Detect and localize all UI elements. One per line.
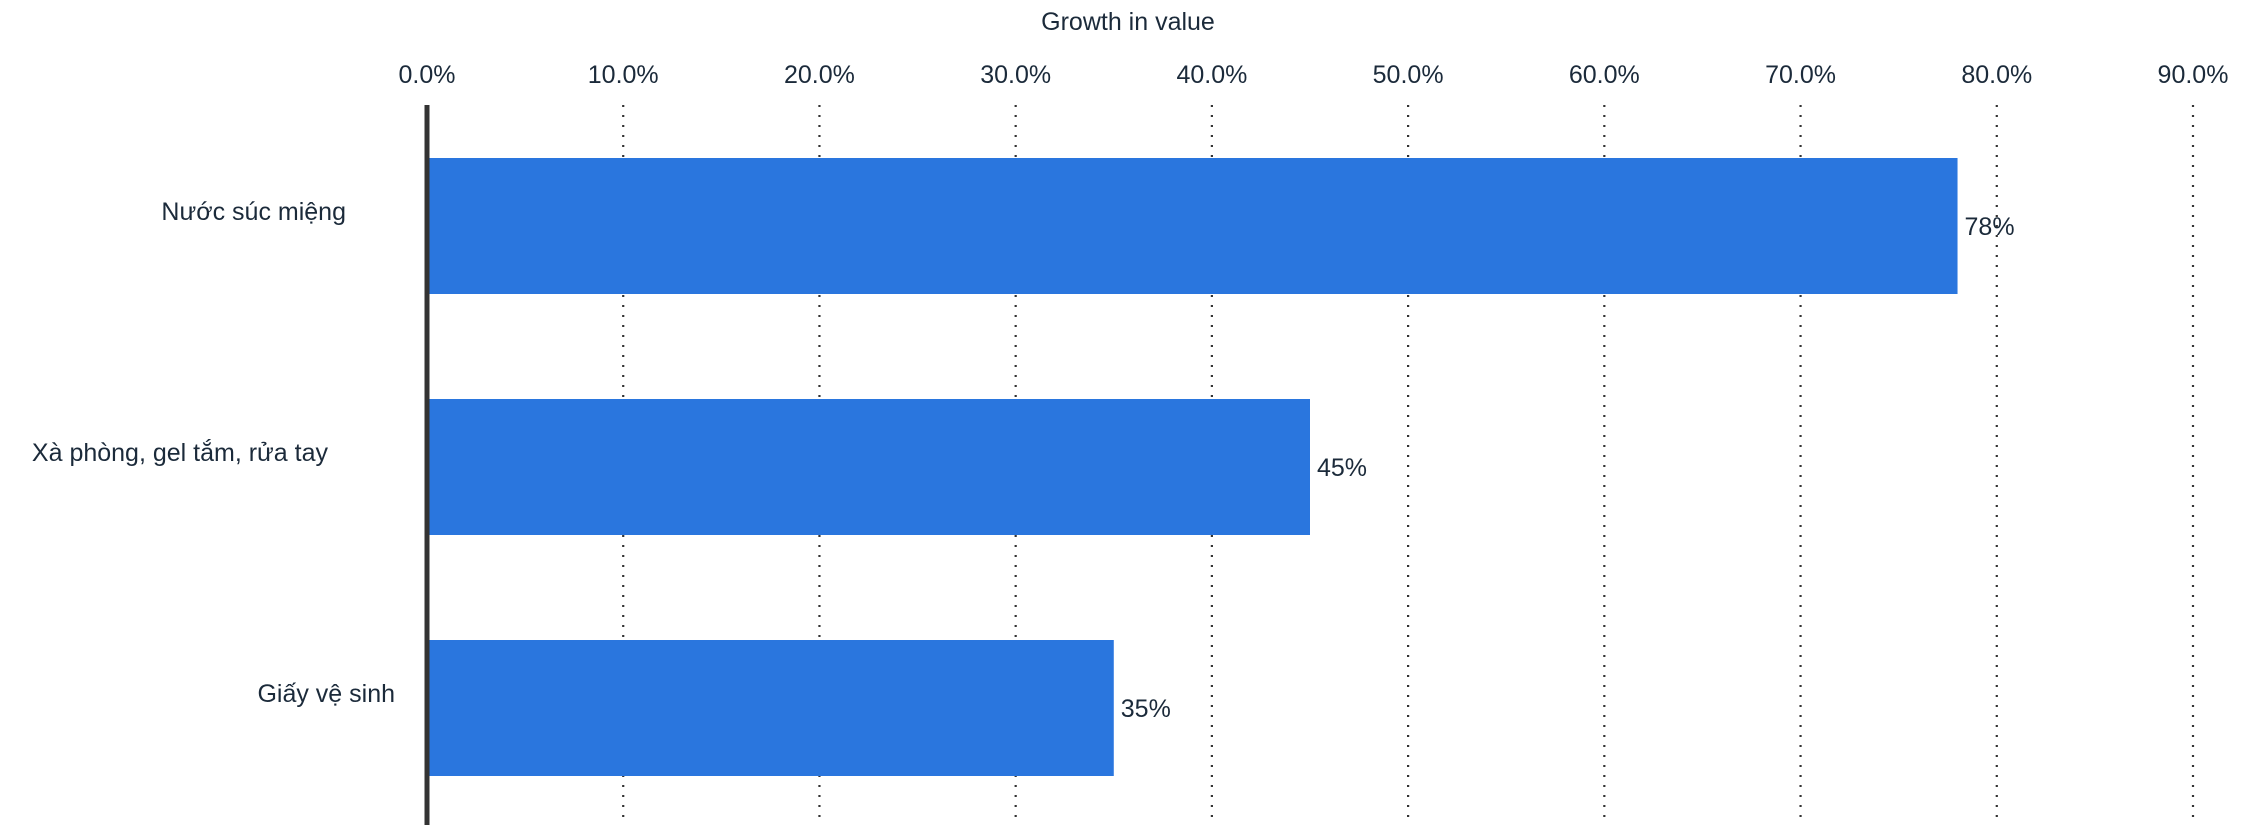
- x-axis-title: Growth in value: [1041, 8, 1215, 36]
- x-tick-label: 40.0%: [1176, 61, 1247, 89]
- category-label: Giấy vệ sinh: [257, 680, 395, 708]
- x-tick-label: 90.0%: [2158, 61, 2229, 89]
- value-label: 78%: [1965, 213, 2015, 241]
- x-tick-label: 50.0%: [1373, 61, 1444, 89]
- category-label: Xà phòng, gel tắm, rửa tay: [32, 438, 329, 467]
- x-tick-label: 0.0%: [399, 61, 456, 89]
- category-label: Nước súc miệng: [161, 198, 346, 226]
- bar: [427, 158, 1958, 294]
- category-labels: Nước súc miệng Xà phòng, gel tắm, rửa tay…: [32, 198, 395, 708]
- value-label: 35%: [1121, 695, 1171, 723]
- x-tick-label: 10.0%: [588, 61, 659, 89]
- x-tick-label: 20.0%: [784, 61, 855, 89]
- x-tick-label: 60.0%: [1569, 61, 1640, 89]
- x-tick-label: 80.0%: [1961, 61, 2032, 89]
- x-tick-label: 70.0%: [1765, 61, 1836, 89]
- bars: [427, 158, 1958, 776]
- bar: [427, 399, 1310, 535]
- bar: [427, 640, 1114, 776]
- value-label: 45%: [1317, 454, 1367, 482]
- x-tick-label: 30.0%: [980, 61, 1051, 89]
- x-tick-labels: 0.0% 10.0% 20.0% 30.0% 40.0% 50.0% 60.0% 70.0% 8…: [399, 61, 2229, 89]
- value-labels: 78% 45% 35%: [1121, 213, 2015, 723]
